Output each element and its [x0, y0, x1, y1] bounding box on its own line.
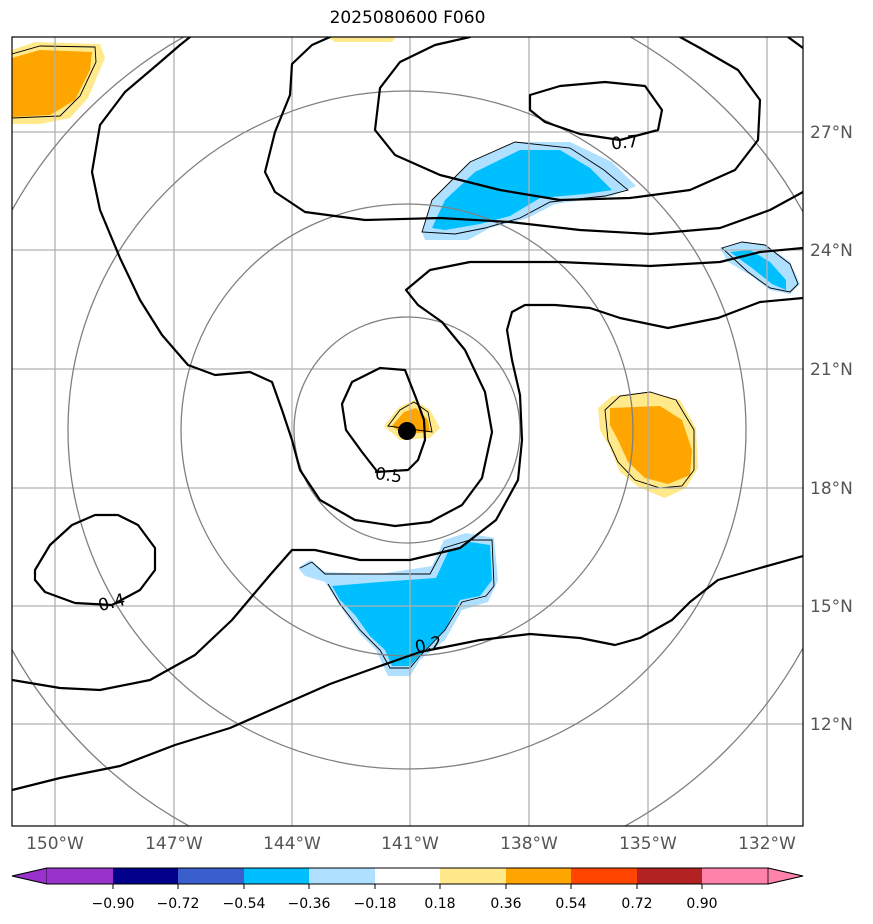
lon-label: 144°W	[263, 834, 321, 854]
colorbar-tick-label: −0.36	[288, 896, 331, 912]
contour-0.2	[12, 554, 803, 792]
shading-layer	[12, 37, 800, 676]
contour-0.4-west	[33, 513, 157, 607]
lat-label: 18°N	[810, 479, 853, 499]
lon-label: 132°W	[738, 834, 796, 854]
storm-center-marker	[398, 422, 416, 440]
colorbar: −0.90 −0.72 −0.54 −0.36 −0.18 0.18 0.36 …	[11, 867, 804, 912]
contour-0.7-inner	[528, 80, 664, 142]
colorbar-segment	[244, 868, 309, 884]
negative-anomaly	[730, 250, 786, 290]
lon-label: 135°W	[619, 834, 677, 854]
contour-0.7-outer	[373, 37, 803, 202]
shading-outlines	[12, 45, 799, 669]
contour-0.5-outer	[90, 37, 803, 528]
colorbar-segment	[47, 868, 113, 884]
negative-anomaly	[432, 150, 612, 230]
lon-label: 147°W	[145, 834, 203, 854]
map-title: 2025080600 F060	[329, 8, 486, 28]
colorbar-tick-label: −0.18	[354, 896, 397, 912]
colorbar-tick-label: 0.72	[621, 896, 652, 912]
colorbar-tick-label: 0.36	[490, 896, 521, 912]
contour-label: 0.4	[96, 590, 127, 616]
lat-label: 15°N	[810, 597, 853, 617]
colorbar-segment	[571, 868, 637, 884]
colorbar-extend-max	[767, 867, 804, 885]
positive-anomaly	[610, 406, 692, 484]
contour-0.5-north	[263, 37, 803, 236]
colorbar-ticks	[112, 884, 703, 889]
colorbar-tick-label: 0.54	[555, 896, 586, 912]
negative-anomaly	[332, 542, 492, 666]
positive-anomaly-light	[328, 37, 396, 42]
contour-label: 0.7	[610, 132, 639, 155]
latitude-labels: 27°N 24°N 21°N 18°N 15°N 12°N	[810, 123, 853, 735]
colorbar-outline	[11, 867, 804, 885]
positive-anomaly	[12, 50, 92, 117]
lat-label: 27°N	[810, 123, 853, 143]
colorbar-tick-label: 0.90	[686, 896, 717, 912]
contour-0.5-inner	[340, 366, 427, 474]
colorbar-segment	[506, 868, 571, 884]
lon-label: 150°W	[26, 834, 84, 854]
colorbar-segment	[178, 868, 244, 884]
colorbar-segment	[440, 868, 506, 884]
graticule	[12, 37, 803, 826]
colorbar-tick-label: −0.54	[223, 896, 266, 912]
contour-lines	[12, 37, 803, 792]
lat-label: 24°N	[810, 241, 853, 261]
colorbar-segment	[702, 868, 768, 884]
colorbar-segment	[113, 868, 178, 884]
lon-label: 141°W	[381, 834, 439, 854]
colorbar-extend-min	[11, 867, 48, 885]
lat-label: 21°N	[810, 360, 853, 380]
colorbar-tick-label: 0.18	[424, 896, 455, 912]
colorbar-tick-label: −0.90	[92, 896, 135, 912]
lat-label: 12°N	[810, 715, 853, 735]
contour-label: 0.5	[374, 464, 404, 488]
colorbar-segment	[375, 868, 440, 884]
lon-label: 138°W	[500, 834, 558, 854]
map-area: 0.7 0.5 0.4 0.2	[12, 37, 803, 826]
colorbar-segment	[309, 868, 375, 884]
map-frame	[11, 36, 804, 827]
longitude-labels: 150°W 147°W 144°W 141°W 138°W 135°W 132°…	[26, 834, 796, 854]
colorbar-segment	[637, 868, 702, 884]
contour-0.4-south	[12, 296, 803, 692]
colorbar-tick-label: −0.72	[157, 896, 200, 912]
